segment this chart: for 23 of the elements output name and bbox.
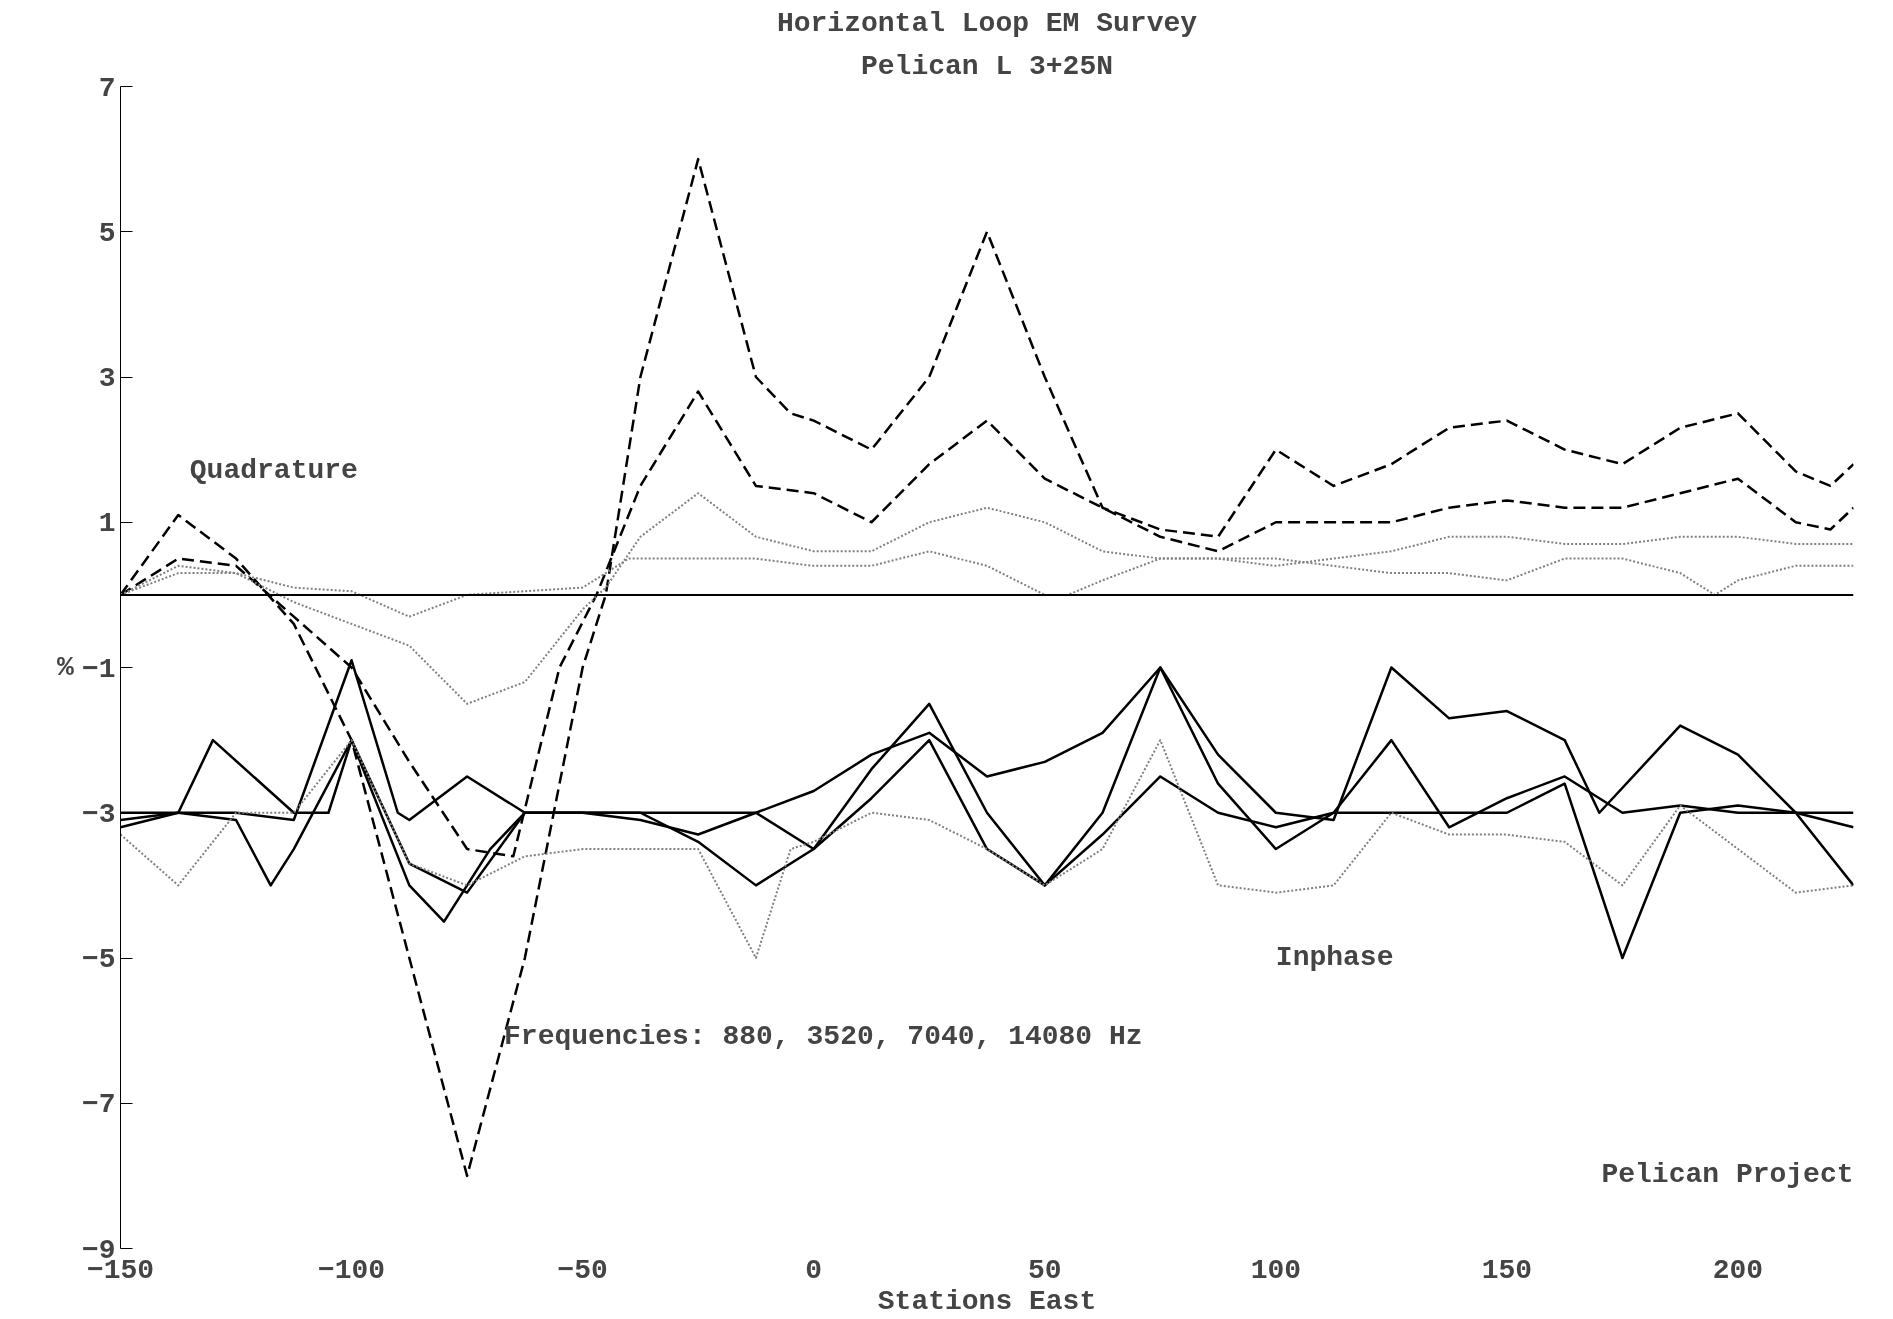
x-tick-label: 100 — [1250, 1254, 1302, 1286]
x-axis-title: Stations East — [877, 1285, 1097, 1317]
chart-subtitle: Pelican L 3+25N — [860, 50, 1114, 82]
annotation: Quadrature — [189, 454, 358, 486]
y-tick-label: 3 — [98, 363, 116, 394]
y-tick-label: −7 — [81, 1089, 116, 1121]
y-tick-label: −3 — [81, 798, 116, 830]
x-tick-label: 0 — [805, 1254, 823, 1286]
y-tick-label: 7 — [98, 72, 116, 104]
x-tick-label: 150 — [1481, 1254, 1533, 1286]
annotation: Pelican Project — [1601, 1159, 1854, 1191]
y-tick-label: 1 — [98, 508, 116, 540]
chart-title: Horizontal Loop EM Survey — [776, 7, 1198, 39]
x-tick-label: −100 — [317, 1254, 386, 1286]
y-tick-label: −5 — [81, 944, 116, 975]
annotation: Inphase — [1275, 941, 1394, 973]
annotation: Frequencies: 880, 3520, 7040, 14080 Hz — [504, 1021, 1143, 1053]
x-tick-label: 50 — [1027, 1254, 1062, 1286]
y-tick-label: −1 — [81, 653, 116, 685]
y-tick-label: 5 — [98, 217, 116, 249]
y-axis-title: % — [57, 652, 75, 683]
x-tick-label: 200 — [1712, 1254, 1764, 1286]
x-tick-label: −50 — [557, 1254, 608, 1286]
